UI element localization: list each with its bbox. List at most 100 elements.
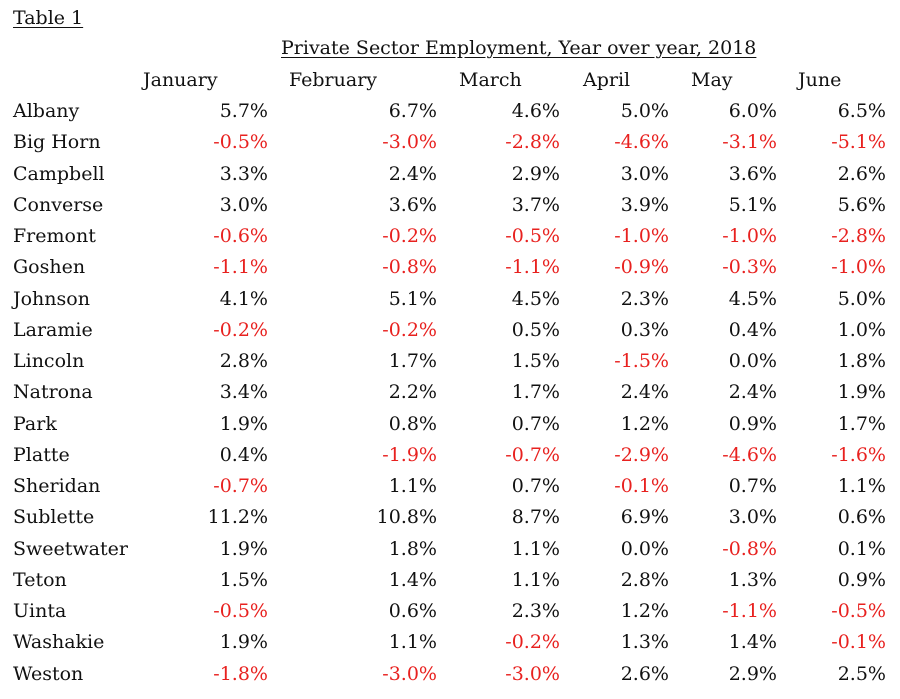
table-cell-april: 1.3%	[620, 631, 669, 654]
table-cell-march: 2.9%	[511, 162, 560, 185]
county-name: Goshen	[13, 256, 86, 279]
county-name: Sweetwater	[13, 537, 128, 560]
table-cell-may: 4.5%	[728, 287, 777, 310]
table-cell-june: 2.6%	[837, 162, 886, 185]
table-cell-january: -1.1%	[213, 256, 268, 279]
column-header-february: February	[289, 69, 378, 91]
county-name: Park	[13, 412, 57, 435]
table-cell-february: 2.4%	[388, 162, 437, 185]
table-cell-june: 1.9%	[837, 381, 886, 404]
table-row: Big Horn -0.5% -3.0% -2.8% -4.6% -3.1% -5.1%	[0, 131, 900, 162]
table-cell-march: -3.0%	[505, 662, 560, 685]
table-cell-may: 0.0%	[728, 350, 777, 372]
county-name: Fremont	[13, 225, 96, 247]
table-cell-may: 0.9%	[728, 412, 777, 435]
table-row: Lincoln 2.8% 1.7% 1.5% -1.5% 0.0% 1.8%	[0, 350, 900, 381]
table-cell-march: 0.7%	[511, 412, 560, 435]
table-cell-february: -0.2%	[382, 318, 437, 341]
table-cell-february: -0.8%	[382, 256, 437, 279]
county-name: Weston	[13, 662, 84, 685]
table-cell-january: 1.9%	[219, 537, 268, 560]
table-row: Albany 5.7% 6.7% 4.6% 5.0% 6.0% 6.5%	[0, 100, 900, 131]
table-row: Sublette 11.2% 10.8% 8.7% 6.9% 3.0% 0.6%	[0, 506, 900, 537]
table-cell-february: 1.8%	[388, 537, 437, 560]
table-cell-june: 1.1%	[837, 475, 886, 497]
table-cell-january: 1.9%	[219, 412, 268, 435]
table-row: Johnson 4.1% 5.1% 4.5% 2.3% 4.5% 5.0%	[0, 288, 900, 319]
county-name: Sheridan	[13, 475, 101, 497]
table-cell-june: 1.7%	[837, 412, 886, 435]
table-cell-april: 2.4%	[620, 381, 669, 404]
table-cell-february: 2.2%	[388, 381, 437, 404]
table-cell-january: 4.1%	[219, 287, 268, 310]
table-cell-march: -0.7%	[505, 443, 560, 466]
table-cell-january: 3.4%	[219, 381, 268, 404]
table-cell-may: -0.8%	[722, 537, 777, 560]
table-cell-march: 0.5%	[511, 318, 560, 341]
table-cell-june: 1.0%	[837, 318, 886, 341]
county-name: Converse	[13, 193, 104, 216]
table-cell-april: 6.9%	[620, 506, 669, 529]
column-header-march: March	[459, 69, 522, 91]
table-cell-may: 0.4%	[728, 318, 777, 341]
table-cell-june: 1.8%	[837, 350, 886, 372]
table-cell-may: 5.1%	[728, 193, 777, 216]
table-cell-january: -0.5%	[213, 600, 268, 622]
table-cell-june: 0.1%	[837, 537, 886, 560]
table-cell-may: -0.3%	[722, 256, 777, 279]
table-cell-may: 1.4%	[728, 631, 777, 654]
table-row: Platte 0.4% -1.9% -0.7% -2.9% -4.6% -1.6%	[0, 444, 900, 475]
table-cell-april: -0.9%	[614, 256, 669, 279]
county-name: Big Horn	[13, 131, 101, 154]
table-row: Converse 3.0% 3.6% 3.7% 3.9% 5.1% 5.6%	[0, 194, 900, 225]
table-row: Sweetwater 1.9% 1.8% 1.1% 0.0% -0.8% 0.1%	[0, 538, 900, 569]
table-cell-january: -0.7%	[213, 475, 268, 497]
table-cell-march: -0.5%	[505, 225, 560, 247]
table-cell-may: -1.1%	[722, 600, 777, 622]
table-cell-january: 1.5%	[219, 568, 268, 591]
county-name: Lincoln	[13, 350, 85, 372]
table-cell-march: 1.5%	[511, 350, 560, 372]
county-name: Johnson	[13, 287, 90, 310]
column-header-may: May	[691, 69, 733, 91]
table-cell-march: 4.5%	[511, 287, 560, 310]
table-cell-june: -0.5%	[831, 600, 886, 622]
county-name: Laramie	[13, 318, 93, 341]
table-cell-march: 1.1%	[511, 568, 560, 591]
table-row: Uinta -0.5% 0.6% 2.3% 1.2% -1.1% -0.5%	[0, 600, 900, 631]
table-cell-january: -1.8%	[213, 662, 268, 685]
table-cell-may: 2.9%	[728, 662, 777, 685]
table-row: Teton 1.5% 1.4% 1.1% 2.8% 1.3% 0.9%	[0, 569, 900, 600]
table-cell-june: -5.1%	[831, 131, 886, 154]
table-cell-january: 3.3%	[219, 162, 268, 185]
table-cell-march: 0.7%	[511, 475, 560, 497]
table-cell-june: -1.0%	[831, 256, 886, 279]
table-row: Goshen -1.1% -0.8% -1.1% -0.9% -0.3% -1.0%	[0, 256, 900, 287]
table-cell-april: 2.6%	[620, 662, 669, 685]
table-title: Private Sector Employment, Year over yea…	[281, 37, 757, 59]
table-label: Table 1	[13, 7, 84, 29]
county-name: Uinta	[13, 600, 67, 622]
table-cell-march: 3.7%	[511, 193, 560, 216]
table-cell-may: 3.6%	[728, 162, 777, 185]
table-cell-june: -1.6%	[831, 443, 886, 466]
column-header-april: April	[583, 69, 631, 91]
table-cell-march: 4.6%	[511, 100, 560, 122]
table-cell-june: 5.0%	[837, 287, 886, 310]
table-cell-april: -2.9%	[614, 443, 669, 466]
table-cell-january: 0.4%	[219, 443, 268, 466]
county-name: Sublette	[13, 506, 95, 529]
table-cell-april: 0.0%	[620, 537, 669, 560]
table-cell-april: -4.6%	[614, 131, 669, 154]
table-cell-february: 1.4%	[388, 568, 437, 591]
table-cell-april: -1.0%	[614, 225, 669, 247]
table-cell-january: -0.5%	[213, 131, 268, 154]
table-cell-march: -1.1%	[505, 256, 560, 279]
county-name: Teton	[13, 568, 67, 591]
table-cell-march: -2.8%	[505, 131, 560, 154]
table-cell-may: -3.1%	[722, 131, 777, 154]
table-cell-january: 11.2%	[207, 506, 268, 529]
county-name: Washakie	[13, 631, 105, 654]
county-name: Campbell	[13, 162, 105, 185]
table-cell-january: -0.2%	[213, 318, 268, 341]
